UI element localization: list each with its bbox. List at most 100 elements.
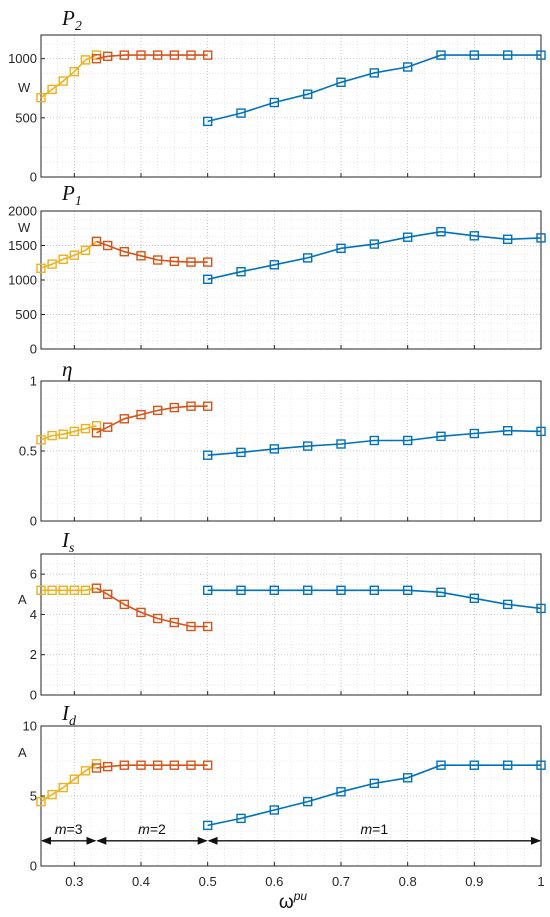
y-tick-label: 0 [30,688,37,703]
data-point [202,585,213,595]
data-point [303,796,313,807]
data-point [186,401,196,411]
data-point [403,773,413,783]
y-tick-label: 0 [30,859,37,874]
data-point [36,92,46,103]
data-point [69,426,80,437]
data-point [403,62,413,72]
data-point [119,414,130,424]
panel-title-subscript: s [69,541,75,556]
data-point [136,760,146,770]
panel-4: 0 2 4 6 Is A [18,528,546,703]
data-point [269,805,279,815]
x-tick-label: 0.4 [132,874,150,889]
data-point [58,782,68,793]
data-point [47,789,57,800]
data-point [303,585,313,595]
series-line-3 [207,429,542,456]
data-point [202,820,213,831]
y-tick-label: 1 [30,374,37,389]
data-point [503,599,513,610]
data-point [136,251,146,261]
data-point [80,423,91,434]
data-point [236,108,246,118]
y-tick-label: 0 [30,170,37,185]
data-point [47,259,57,269]
data-point [303,441,313,451]
data-point [47,585,57,595]
data-point [91,428,102,438]
x-tick-label: 0.8 [399,874,417,889]
data-point [119,50,130,60]
data-point [436,431,446,441]
series-line-2 [96,54,208,60]
x-tick-label: 0.5 [199,874,217,889]
data-point [186,257,196,267]
data-point [469,231,479,241]
region-label-var: m [138,821,150,837]
x-tick-label: 0.6 [265,874,283,889]
y-tick-label: 2000 [8,204,37,219]
data-point [36,796,46,807]
region-label-value: =2 [150,821,166,837]
y-tick-label: 1000 [8,273,37,288]
panel-title-subscript: 1 [75,194,82,209]
data-point [369,239,379,249]
data-point [336,243,346,254]
data-point [152,405,163,416]
data-point [186,50,196,60]
series-line-1 [40,763,97,803]
data-point [169,50,180,60]
series-line-2 [96,587,208,628]
y-tick-label: 4 [30,607,37,622]
y-tick-label: 5 [30,789,37,804]
data-point [202,50,213,60]
panel-3: 0 0.5 1 η [19,357,546,529]
data-point [119,246,130,257]
y-tick-label: 10 [23,719,37,734]
panel-title-subscript: d [69,714,77,729]
data-point [102,51,113,61]
panel-title: Is [61,528,75,556]
data-point [91,583,102,593]
series-line-1 [40,54,97,99]
region-label-value: =1 [372,821,388,837]
data-point [269,97,279,108]
panel-title: P1 [61,181,82,209]
data-point [58,76,68,86]
data-point [91,54,102,64]
x-tick-label: 0.9 [465,874,483,889]
data-point [152,50,163,60]
data-point [269,444,279,454]
data-point [47,84,57,95]
y-tick-label: 1000 [8,51,37,66]
data-point [436,50,446,60]
x-axis-label: ωpu [279,889,308,913]
data-point [36,435,46,445]
data-point [152,255,163,265]
axes-box [40,34,542,178]
data-point [202,116,213,127]
data-point [186,621,196,632]
panel-1: 0 500 1000 P2 W [8,6,546,185]
region-label-3: m=1 [361,821,389,837]
series-line-3 [207,230,542,281]
data-point [202,257,213,267]
data-point [91,763,102,773]
data-point [69,250,80,260]
data-point [202,274,213,284]
data-point [236,585,246,595]
region-label-var: m [55,821,67,837]
data-point [58,254,68,265]
data-point [80,55,91,65]
data-point [186,760,196,770]
y-tick-label: 2 [30,647,37,662]
data-point [503,760,513,770]
data-point [80,585,91,595]
data-point [91,236,102,247]
data-point [58,585,68,595]
data-point [169,760,180,770]
data-point [469,50,479,60]
data-point [102,761,113,772]
